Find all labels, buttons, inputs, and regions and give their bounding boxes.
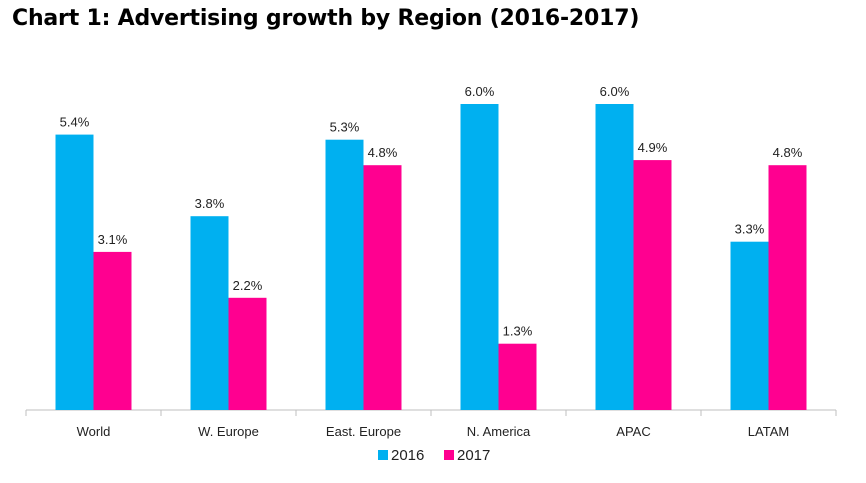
legend-swatch-2017 [444, 450, 454, 460]
legend-label-2017: 2017 [457, 447, 490, 464]
category-label: APAC [616, 424, 650, 439]
bar-2017-east-europe [363, 165, 402, 410]
legend-swatch-2016 [378, 450, 388, 460]
data-label-2017: 3.1% [98, 232, 128, 247]
data-label-2016: 3.8% [195, 196, 225, 211]
data-label-2017: 4.8% [368, 145, 398, 160]
bar-2016-east-europe [325, 139, 364, 410]
data-label-2016: 3.3% [735, 222, 765, 237]
chart-title: Chart 1: Advertising growth by Region (2… [12, 6, 640, 31]
bar-2017-apac [633, 160, 672, 410]
data-label-2017: 1.3% [503, 324, 533, 339]
category-label: World [77, 424, 111, 439]
data-label-2017: 2.2% [233, 278, 263, 293]
data-label-2016: 6.0% [600, 84, 630, 99]
data-label-2017: 4.8% [773, 145, 803, 160]
category-label: LATAM [748, 424, 789, 439]
bar-2016-w-europe [190, 216, 229, 410]
category-label: N. America [467, 424, 531, 439]
data-label-2017: 4.9% [638, 140, 668, 155]
legend-label-2016: 2016 [391, 447, 424, 464]
bar-2016-apac [595, 104, 634, 410]
bar-2017-n-america [498, 343, 537, 410]
bar-2016-world [55, 134, 94, 410]
data-label-2016: 5.3% [330, 120, 360, 135]
category-label: East. Europe [326, 424, 401, 439]
bar-2016-n-america [460, 104, 499, 410]
category-label: W. Europe [198, 424, 259, 439]
bar-2016-latam [730, 241, 769, 410]
bar-2017-world [93, 251, 132, 410]
bar-2017-w-europe [228, 297, 267, 410]
bar-2017-latam [768, 165, 807, 410]
data-label-2016: 6.0% [465, 84, 495, 99]
data-label-2016: 5.4% [60, 115, 90, 130]
